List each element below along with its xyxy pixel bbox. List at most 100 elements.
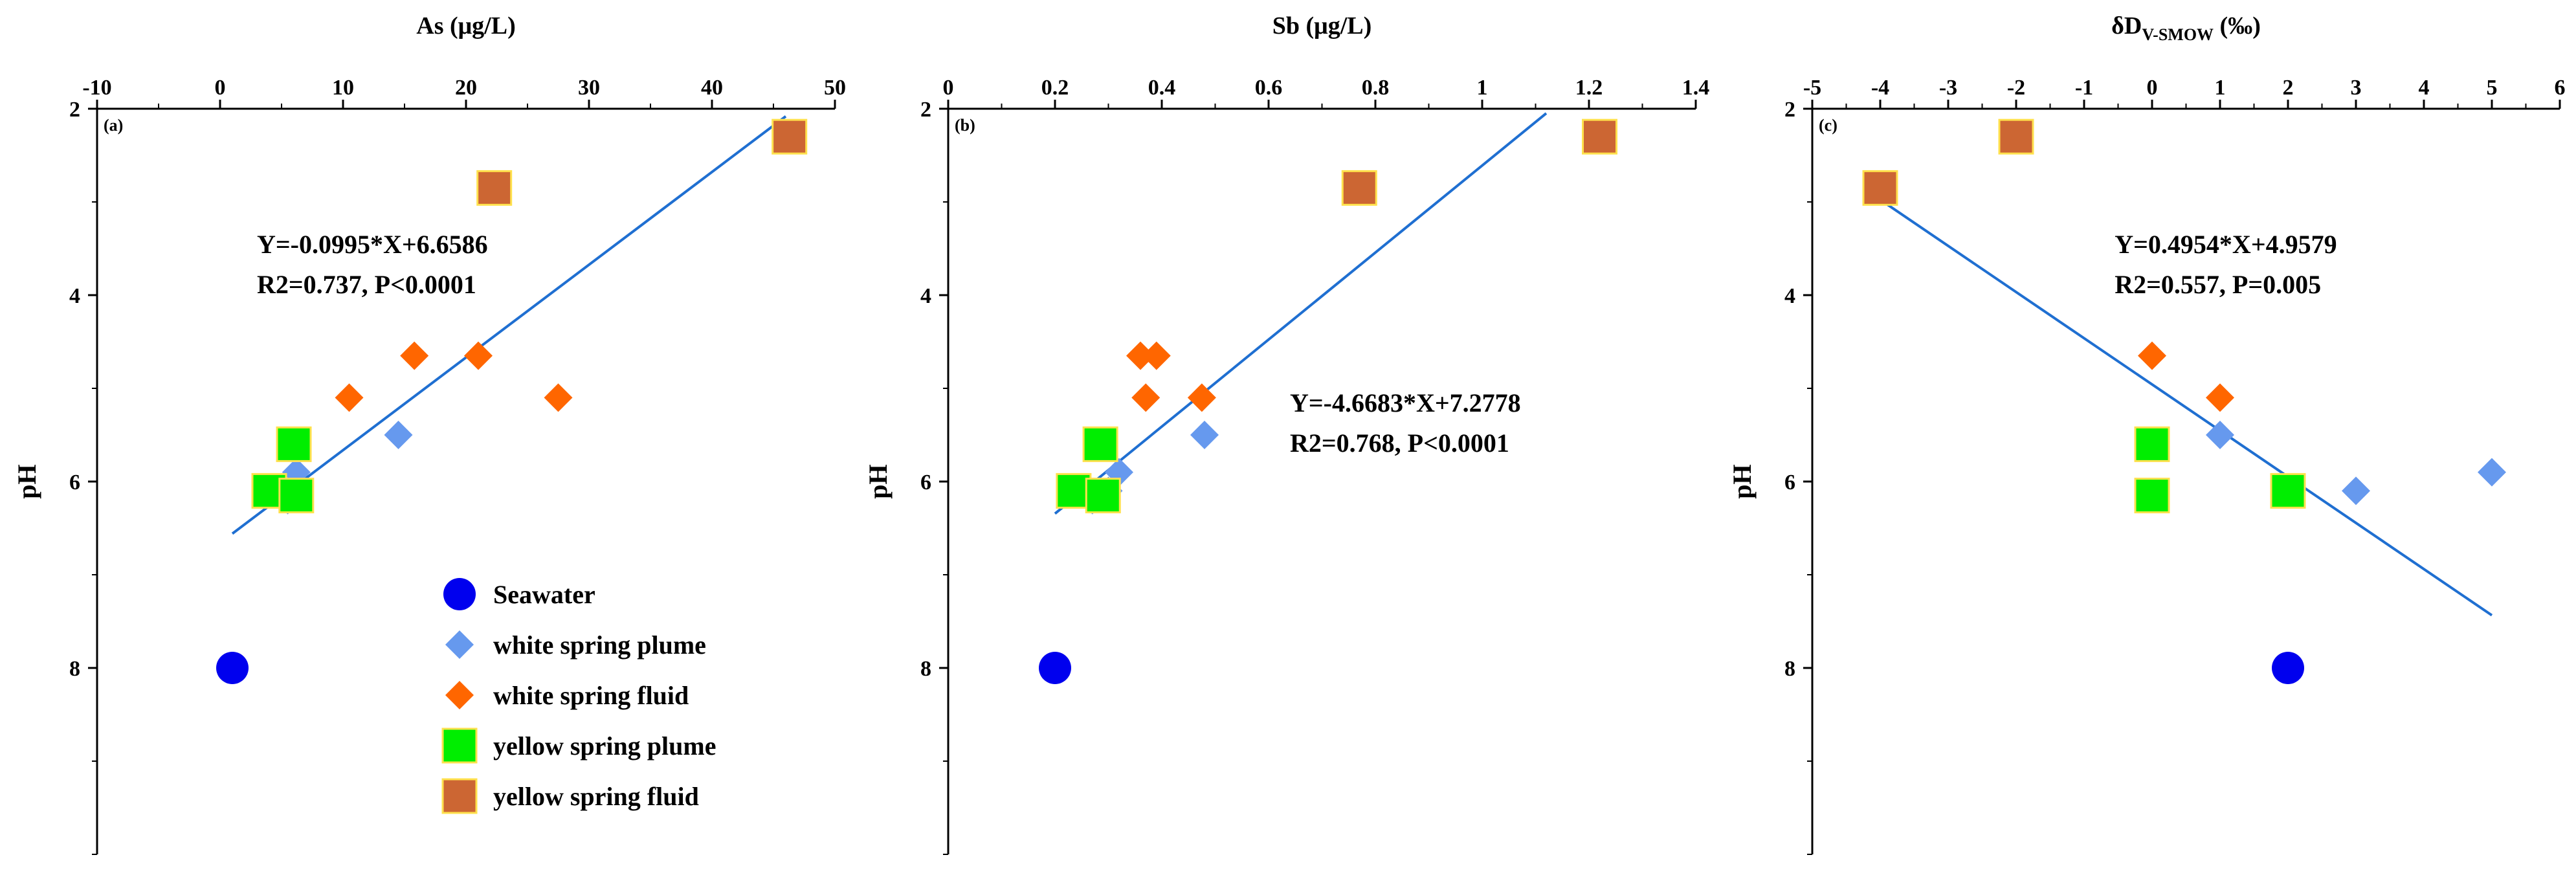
data-point-ysp xyxy=(278,478,315,514)
legend-label-wsp: white spring plume xyxy=(493,630,706,660)
x-tick-label: 3 xyxy=(2351,76,2362,100)
x-tick-label: -2 xyxy=(2007,76,2025,100)
x-tick-label: 10 xyxy=(332,76,354,100)
data-point-seawater xyxy=(1039,652,1071,684)
panel-c: -5 -4 -3 -2 -1 0 1 2 3 4 5 6 2 4 6 8 δDV-SMOW (‰) pH (c) Y=… xyxy=(1727,12,2566,855)
y-tick-label: 2 xyxy=(1784,98,1795,122)
data-point-wsf xyxy=(464,341,493,370)
data-point-ysf xyxy=(1862,170,1898,206)
data-point-wsf xyxy=(1187,383,1216,412)
regression-line xyxy=(1054,112,1548,515)
panel-label: (a) xyxy=(104,116,123,135)
x-tick-label: 1.2 xyxy=(1575,76,1603,100)
x-tick-label: -5 xyxy=(1803,76,1821,100)
y-tick-label: 8 xyxy=(920,657,931,681)
data-point-ysp xyxy=(2134,426,2170,462)
x-tick-label: 6 xyxy=(2555,76,2566,100)
x-tick-label: 40 xyxy=(701,76,723,100)
data-point-wsp xyxy=(2206,421,2234,449)
x-tick-label: 1 xyxy=(1477,76,1488,100)
data-point-wsf xyxy=(1142,341,1171,370)
regression-line xyxy=(231,115,787,535)
x-axis-title: As (μg/L) xyxy=(416,12,515,39)
y-tick-label: 4 xyxy=(69,284,80,308)
x-tick-label: 0.4 xyxy=(1148,76,1176,100)
data-point-ysf xyxy=(1998,118,2034,155)
panel-a: -10 0 10 20 30 40 50 2 4 6 8 As (μg/L) pH (a) Y=-0.099… xyxy=(12,12,846,855)
x-tick-label: 0.8 xyxy=(1362,76,1390,100)
y-tick-label: 6 xyxy=(920,471,931,494)
data-point-wsf xyxy=(1131,383,1160,412)
data-point-ysf xyxy=(1582,118,1617,155)
legend-label-wsf: white spring fluid xyxy=(493,681,689,710)
panel-label: (c) xyxy=(1819,116,1838,135)
regression-equation: Y=0.4954*X+4.9579 xyxy=(2115,230,2337,259)
regression-equation: R2=0.557, P=0.005 xyxy=(2115,270,2321,299)
legend-label-seawater: Seawater xyxy=(493,580,595,609)
regression-equation: Y=-0.0995*X+6.6586 xyxy=(257,230,488,259)
x-tick-label: 1 xyxy=(2215,76,2226,100)
x-tick-label: 5 xyxy=(2487,76,2498,100)
panel-label: (b) xyxy=(955,116,975,135)
x-tick-label: 50 xyxy=(824,76,846,100)
data-point-ysf xyxy=(1341,170,1377,206)
legend-marker-wsp xyxy=(445,630,474,659)
x-tick-label: -10 xyxy=(82,76,111,100)
data-point-wsp xyxy=(1190,421,1219,449)
data-point-ysp xyxy=(2270,472,2306,509)
data-point-ysf xyxy=(476,170,513,206)
x-tick-label: 20 xyxy=(455,76,477,100)
y-axis-title: pH xyxy=(1727,464,1757,498)
legend-label-ysp: yellow spring plume xyxy=(493,731,716,760)
x-tick-label: 4 xyxy=(2419,76,2430,100)
data-point-wsf xyxy=(544,383,573,412)
regression-equation: Y=-4.6683*X+7.2778 xyxy=(1290,388,1521,417)
data-point-ysf xyxy=(772,118,808,155)
data-point-ysp xyxy=(1085,478,1121,514)
legend-marker-ysp xyxy=(441,727,478,764)
x-tick-label: 0 xyxy=(943,76,954,100)
panel-b: 0 0.2 0.4 0.6 0.8 1 1.2 1.4 2 4 6 8 Sb (μg/L) pH (b) Y=… xyxy=(863,12,1710,855)
data-point-wsf xyxy=(335,383,364,412)
x-tick-label: 0 xyxy=(215,76,226,100)
y-tick-label: 6 xyxy=(69,471,80,494)
y-tick-label: 2 xyxy=(920,98,931,122)
regression-line xyxy=(1879,198,2493,617)
x-tick-label: -4 xyxy=(1871,76,1889,100)
legend-marker-ysf xyxy=(441,778,478,814)
data-point-ysp xyxy=(2134,478,2170,514)
x-axis-title: Sb (μg/L) xyxy=(1272,12,1372,39)
data-point-wsp xyxy=(2478,458,2506,487)
data-point-wsf xyxy=(1126,341,1155,370)
x-tick-label: -1 xyxy=(2075,76,2093,100)
y-tick-label: 6 xyxy=(1784,471,1795,494)
data-point-wsf xyxy=(2138,341,2166,370)
data-point-ysp xyxy=(1082,426,1118,462)
data-point-seawater xyxy=(2272,652,2304,684)
data-point-seawater xyxy=(216,652,249,684)
x-axis-title: δDV-SMOW (‰) xyxy=(2111,12,2261,44)
y-tick-label: 4 xyxy=(920,284,931,308)
x-tick-label: 1.4 xyxy=(1682,76,1710,100)
y-axis-title: pH xyxy=(863,464,893,498)
legend-marker-wsf xyxy=(445,681,474,709)
x-tick-label: 2 xyxy=(2283,76,2294,100)
data-point-ysp xyxy=(276,426,312,462)
regression-equation: R2=0.737, P<0.0001 xyxy=(257,270,476,299)
data-point-wsp xyxy=(384,421,413,449)
x-tick-label: 0.6 xyxy=(1255,76,1283,100)
legend-label-ysf: yellow spring fluid xyxy=(493,782,699,811)
x-tick-label: 30 xyxy=(578,76,600,100)
y-tick-label: 8 xyxy=(69,657,80,681)
data-point-wsp xyxy=(2342,476,2370,505)
x-tick-label: 0.2 xyxy=(1041,76,1069,100)
y-tick-label: 4 xyxy=(1784,284,1795,308)
regression-equation: R2=0.768, P<0.0001 xyxy=(1290,428,1509,458)
data-point-wsf xyxy=(2206,383,2234,412)
y-tick-label: 2 xyxy=(69,98,80,122)
y-axis-title: pH xyxy=(12,464,41,498)
data-point-wsf xyxy=(400,341,429,370)
y-tick-label: 8 xyxy=(1784,657,1795,681)
data-point-ysp xyxy=(1056,472,1092,509)
